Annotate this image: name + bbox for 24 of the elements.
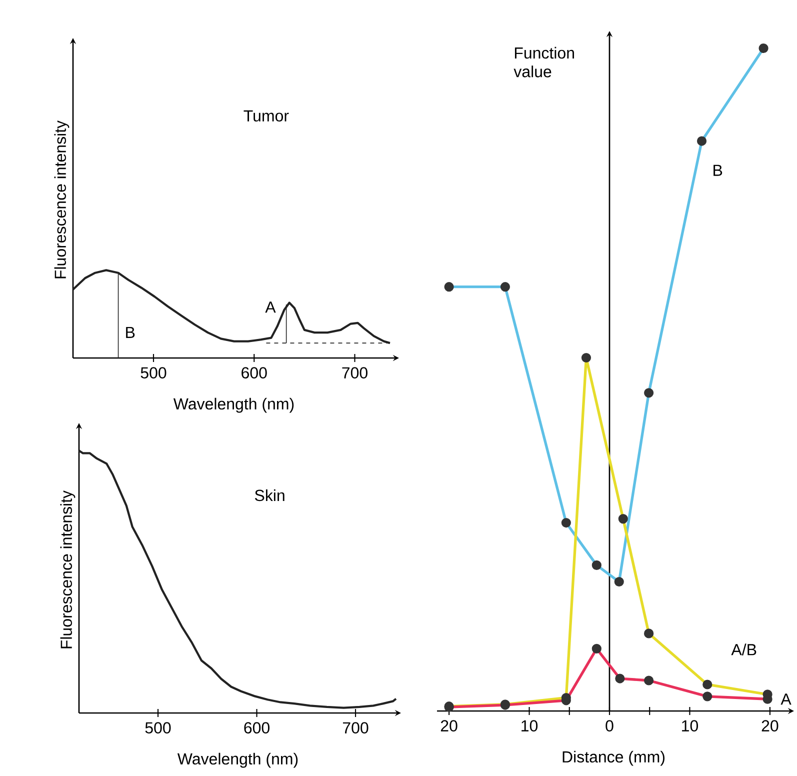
x-tick-label: 600	[244, 722, 270, 734]
annotation: A	[265, 302, 276, 313]
x-tick-label: 20	[762, 720, 778, 732]
x-tick-label: 700	[342, 367, 368, 378]
y-axis-title: Fluorescence intensity	[54, 120, 70, 278]
text: A/B	[731, 644, 756, 656]
x-tick-label: 0	[606, 720, 614, 732]
y-axis-title: Function value	[514, 46, 574, 78]
x-tick-label: 700	[342, 722, 368, 734]
x-tick-label: 10	[682, 720, 698, 732]
x-tick-label: 20	[440, 720, 458, 732]
text: Skin	[254, 489, 284, 502]
series-label: B	[714, 164, 722, 176]
annotation: B	[126, 326, 135, 338]
x-tick-label: 500	[145, 722, 171, 734]
x-tick-label: 10	[522, 720, 538, 732]
x-axis-title: Wavelength (nm)	[173, 398, 294, 413]
x-tick-label: 500	[140, 367, 166, 378]
x-axis-title: Wavelength (nm)	[177, 752, 298, 768]
chart-title: Tumor	[244, 110, 289, 122]
x-tick-label: 600	[242, 367, 267, 378]
series-label: A	[780, 694, 792, 705]
y-axis-title: Fluorescence intensity	[60, 490, 76, 648]
x-axis-title: Distance (mm)	[562, 750, 664, 766]
